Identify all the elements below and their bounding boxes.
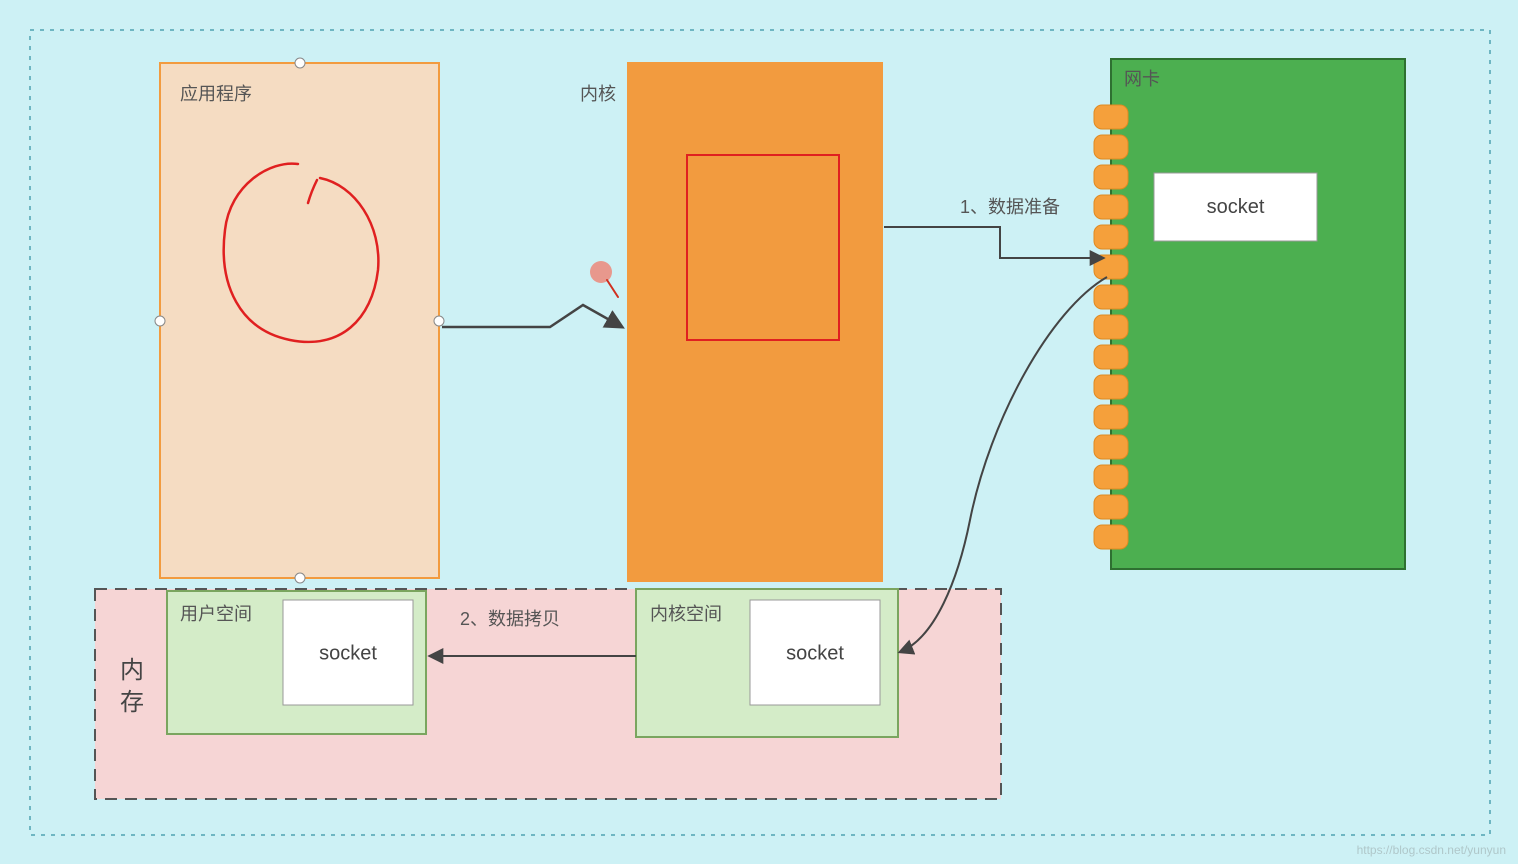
nic-port-pill [1094,105,1128,129]
kernel-socket-label: socket [786,643,844,665]
selection-handle-icon[interactable] [295,58,305,68]
diagram-stage: 内存应用程序内核网卡socket用户空间socket内核空间socket1、数据… [0,0,1518,864]
application-box-label: 应用程序 [180,84,252,104]
user-space-box-label: 用户空间 [180,604,252,624]
nic-port-pill [1094,225,1128,249]
watermark-text: https://blog.csdn.net/yunyun [1357,843,1506,857]
nic-port-pill [1094,315,1128,339]
nic-port-pill [1094,435,1128,459]
user-socket-label: socket [319,643,377,665]
nic-box [1111,59,1405,569]
selection-handle-icon[interactable] [295,573,305,583]
kernel-box-label: 内核 [580,84,616,104]
nic-port-pill [1094,495,1128,519]
nic-port-pill [1094,405,1128,429]
nic-port-pill [1094,165,1128,189]
edge-label-kernelspace_to_userspace: 2、数据拷贝 [460,609,560,629]
nic-port-pill [1094,195,1128,219]
nic-port-pill [1094,465,1128,489]
selection-handle-icon[interactable] [434,316,444,326]
nic-port-pill [1094,285,1128,309]
nic-box-label: 网卡 [1124,69,1160,89]
nic-port-pill [1094,345,1128,369]
nic-port-pill [1094,525,1128,549]
application-box [160,63,439,578]
laser-pointer-icon [590,261,612,283]
nic-port-pill [1094,135,1128,159]
nic-socket-label: socket [1207,196,1265,218]
kernel-box [627,62,883,582]
edge-label-kernel_to_nic: 1、数据准备 [960,197,1060,217]
nic-port-pill [1094,375,1128,399]
kernel-space-box-label: 内核空间 [650,604,722,624]
selection-handle-icon[interactable] [155,316,165,326]
